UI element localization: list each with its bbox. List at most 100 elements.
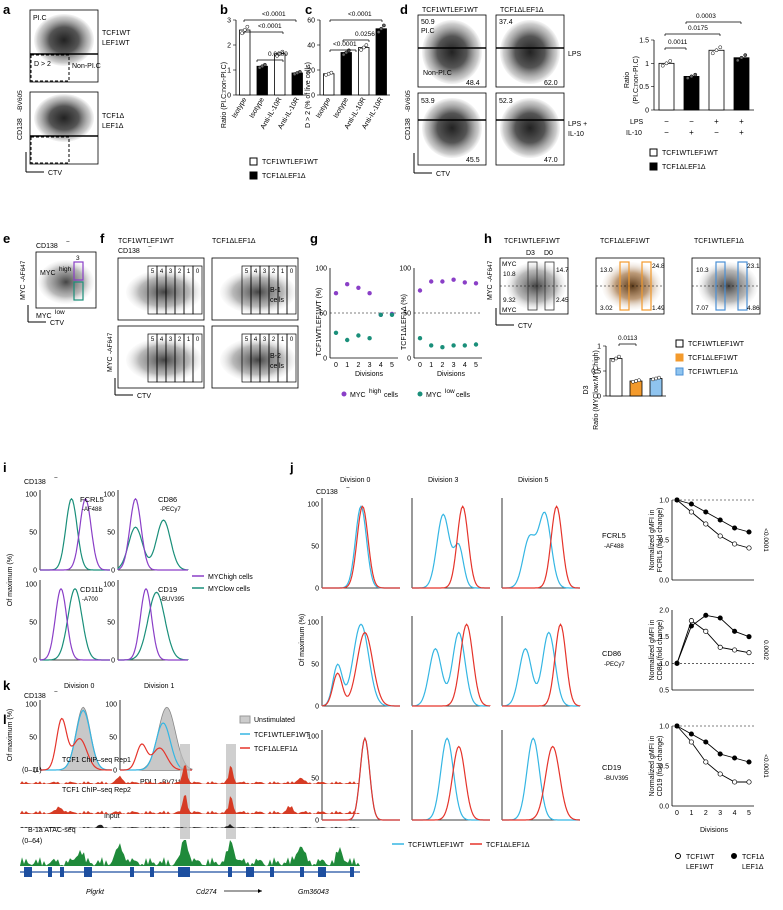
gate-d2-label: D > 2 [34,61,51,68]
row-b1b: cells [270,297,285,304]
div0: Division 0 [64,683,94,690]
gate-label: 4 [254,337,258,343]
series-point [746,545,752,551]
series-line [676,499,750,533]
data-point [660,63,665,68]
point-myc-high [473,281,479,286]
y-tick-label: 1 [227,68,231,75]
exon [350,867,354,877]
legend-lefko: TCF1WTLEF1Δ [688,369,738,376]
gate-myc-high [73,261,84,281]
col-wt: TCF1WTLEF1WT [504,238,561,245]
genome-tracks [20,765,360,866]
gate-pl-label: PI.C [421,28,435,35]
division-gate [192,265,203,315]
y-tick-label: 100 [307,734,319,741]
signal-track [20,795,360,814]
hist-wt [322,736,400,821]
panel-k: Division 0 Division 1 CD138 − 0 50 100 0 50 1… [7,683,311,786]
legend-ko: TCF1ΔLEF1Δ [486,842,530,849]
pct: 24.8 [652,263,665,270]
y-axis-myc: MYC [20,284,27,300]
y-tick-label: 0 [311,93,315,100]
gene-cd274: Cd274 [196,889,217,896]
data-point [376,30,381,34]
row-b2: B-2 [270,353,281,360]
panel-a: PI.C D > 2 Non-PI.C TCF1WT LEF1WT TCF1Δ … [17,9,131,177]
series-point [717,771,723,777]
hist-ko [412,623,491,707]
gate-label: 5 [151,337,155,343]
x-tick-label: 1 [345,362,349,369]
data-point [240,31,244,36]
hist-wt [321,623,400,707]
y-tick-label: 100 [307,620,319,627]
panel-l: TCF1 ChIP–seq Rep1 (0–11) TCF1 ChIP–seq … [20,744,360,896]
y-tick-label: 100 [25,492,37,499]
x-tick-label: 0 [418,362,422,369]
exon [186,867,190,877]
pct-value: 48.4 [466,80,480,87]
pct: 1.49 [652,305,665,312]
pval-1: <0.0001 [348,11,372,18]
x-tick-label: Isotype [231,96,248,119]
gate-label: 5 [245,337,249,343]
series-point [732,628,738,634]
density-blob [220,270,296,314]
legend-swatch-wt [249,157,258,166]
division-gate [286,333,297,383]
pval-3: 0.0009 [268,51,288,58]
bar [609,358,623,397]
y-axis-cd138: CD138 [405,118,412,140]
track-input: Input [104,813,120,820]
pct: 7.07 [696,305,709,312]
hist-ko [321,631,400,707]
data-point [382,23,386,28]
data-point [277,51,282,56]
gate-label: 3 [263,337,267,343]
point-myc-low [378,312,383,317]
data-point [651,377,655,382]
series-point [703,759,709,765]
panel-a-plot-bottom [29,91,99,165]
marker-label: CD19 [602,763,621,772]
col-header-ko: TCF1ΔLEF1Δ [500,7,544,14]
exon [246,867,254,877]
x-tick-label: 0 [675,810,679,817]
bar [256,65,268,96]
pval-1: 0.0011 [668,39,688,46]
panel-b: Ratio (PI.C:non-PI.C) 0 1 2 3 Isotype Isotype… [221,11,306,131]
sign-lps: + [714,117,719,126]
myc-low-label: MYC [502,307,517,314]
pval-2: <0.0001 [258,23,282,30]
hist-myc-high [118,587,188,661]
gate-label: 2 [178,337,182,343]
x-tick-label: 1 [429,362,433,369]
svg-text:−: − [346,485,350,492]
col-header-ko: TCF1ΔLEF1Δ [212,238,256,245]
gate-label: 0 [290,269,294,275]
exon [178,867,186,877]
marker-fluor: -AF488 [82,507,102,513]
y-tick-label: 0 [323,356,327,363]
bar [323,73,335,96]
panel-d: TCF1WTLEF1WT TCF1ΔLEF1Δ 50.9 PI.C Non-PI… [405,7,754,178]
data-point [344,50,349,55]
pct: 14.7 [556,267,569,274]
point-myc-low [389,312,395,317]
cd138neg-label: CD138 [24,693,46,700]
y-axis-cd138-fluor: -BV605 [405,90,412,112]
sign-lps: + [739,117,744,126]
y-tick-label: 50 [319,311,327,318]
y-tick-label: 0 [407,356,411,363]
bar [683,76,700,111]
series-point [688,623,694,629]
legend-low-sup: low [445,388,455,395]
point-myc-low [417,336,423,341]
y-tick-label: 50 [109,735,117,742]
x-tick-label: 3 [368,362,372,369]
signal-track [20,824,360,828]
